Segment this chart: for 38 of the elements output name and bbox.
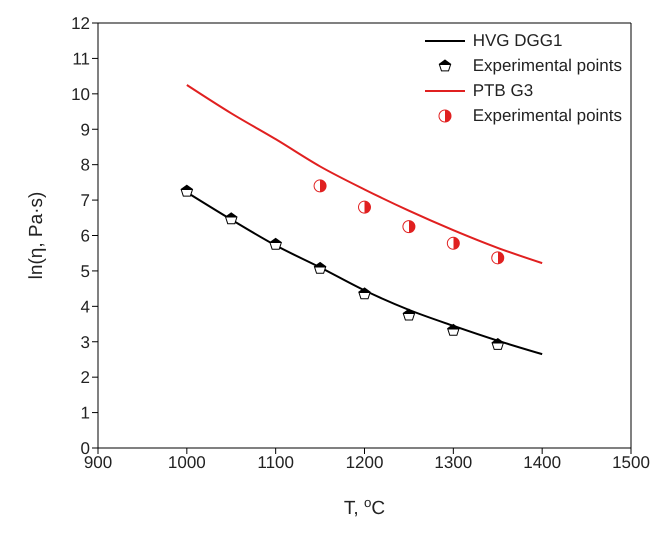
y-tick-label: 4: [80, 297, 90, 316]
y-tick-label: 2: [80, 368, 90, 388]
point: [180, 184, 194, 197]
y-tick-label: 7: [80, 191, 90, 210]
point: [491, 251, 504, 264]
legend-label: Experimental points: [472, 106, 622, 126]
point: [358, 287, 371, 300]
x-tick-label: 1500: [612, 453, 650, 472]
point: [492, 338, 504, 350]
y-tick-label: 9: [80, 120, 90, 140]
x-tick-label: 1200: [346, 453, 384, 472]
point: [314, 179, 327, 192]
y-tick-label: 12: [71, 14, 90, 34]
point: [446, 236, 460, 250]
point: [402, 308, 416, 321]
legend-label: Experimental points: [472, 56, 622, 76]
x-tick-label: 900: [84, 453, 112, 472]
y-tick-label: 5: [80, 262, 90, 281]
y-tick-label: 8: [80, 156, 90, 175]
point: [447, 324, 460, 336]
point: [269, 238, 282, 250]
x-tick-label: 1100: [257, 453, 294, 472]
legend-label: PTB G3: [472, 80, 534, 100]
point: [358, 200, 371, 214]
point: [314, 262, 326, 274]
x-axis-title: T, $^{o}$C: [344, 494, 386, 519]
point: [402, 220, 416, 234]
point: [225, 212, 238, 224]
y-tick-label: 6: [80, 226, 90, 246]
y-tick-label: 1: [80, 404, 90, 423]
x-tick-label: 1300: [434, 453, 472, 472]
x-tick-label: 1000: [168, 453, 206, 472]
y-axis-title: ln(η, Pa·s): [26, 192, 47, 280]
x-tick-label: 1400: [523, 453, 562, 472]
y-tick-label: 10: [71, 84, 90, 104]
y-tick-label: 11: [72, 49, 90, 68]
legend-label: HVG DGG1: [472, 30, 562, 50]
y-tick-label: 3: [80, 332, 90, 352]
